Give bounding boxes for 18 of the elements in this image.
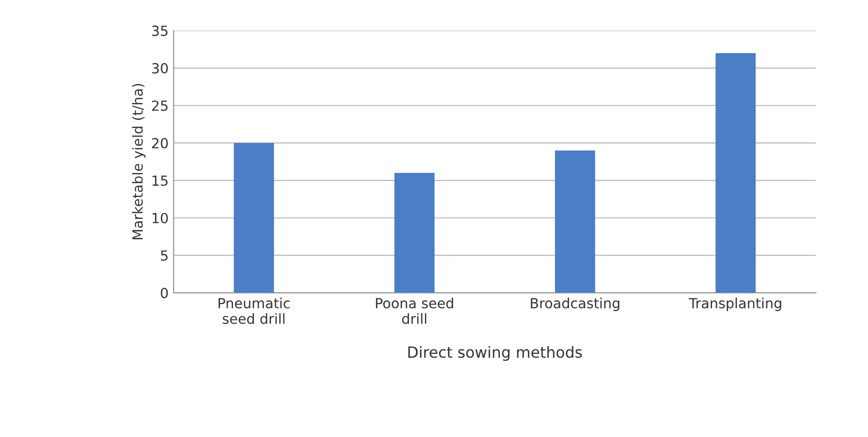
y-tick-label: 30: [152, 63, 168, 74]
bar: [554, 150, 596, 293]
y-axis-title: Marketable yield (t/ha): [132, 84, 146, 240]
bar: [394, 172, 435, 293]
y-tick-label: 5: [160, 250, 168, 261]
y-tick-label: 10: [152, 212, 168, 224]
x-tick-label: Poona seed drill: [376, 298, 454, 324]
y-tick-label: 0: [160, 288, 168, 298]
x-axis-title: Direct sowing methods: [408, 346, 582, 361]
y-tick-label: 35: [152, 26, 168, 36]
y-tick-label: 20: [152, 138, 168, 148]
bar: [234, 142, 274, 293]
y-tick-label: 25: [152, 100, 168, 111]
y-tick-label: 15: [152, 176, 168, 186]
x-tick-label: Broadcasting: [530, 298, 620, 312]
bar: [716, 53, 756, 293]
x-tick-label: Pneumatic seed drill: [218, 298, 290, 324]
x-tick-label: Transplanting: [688, 298, 782, 312]
